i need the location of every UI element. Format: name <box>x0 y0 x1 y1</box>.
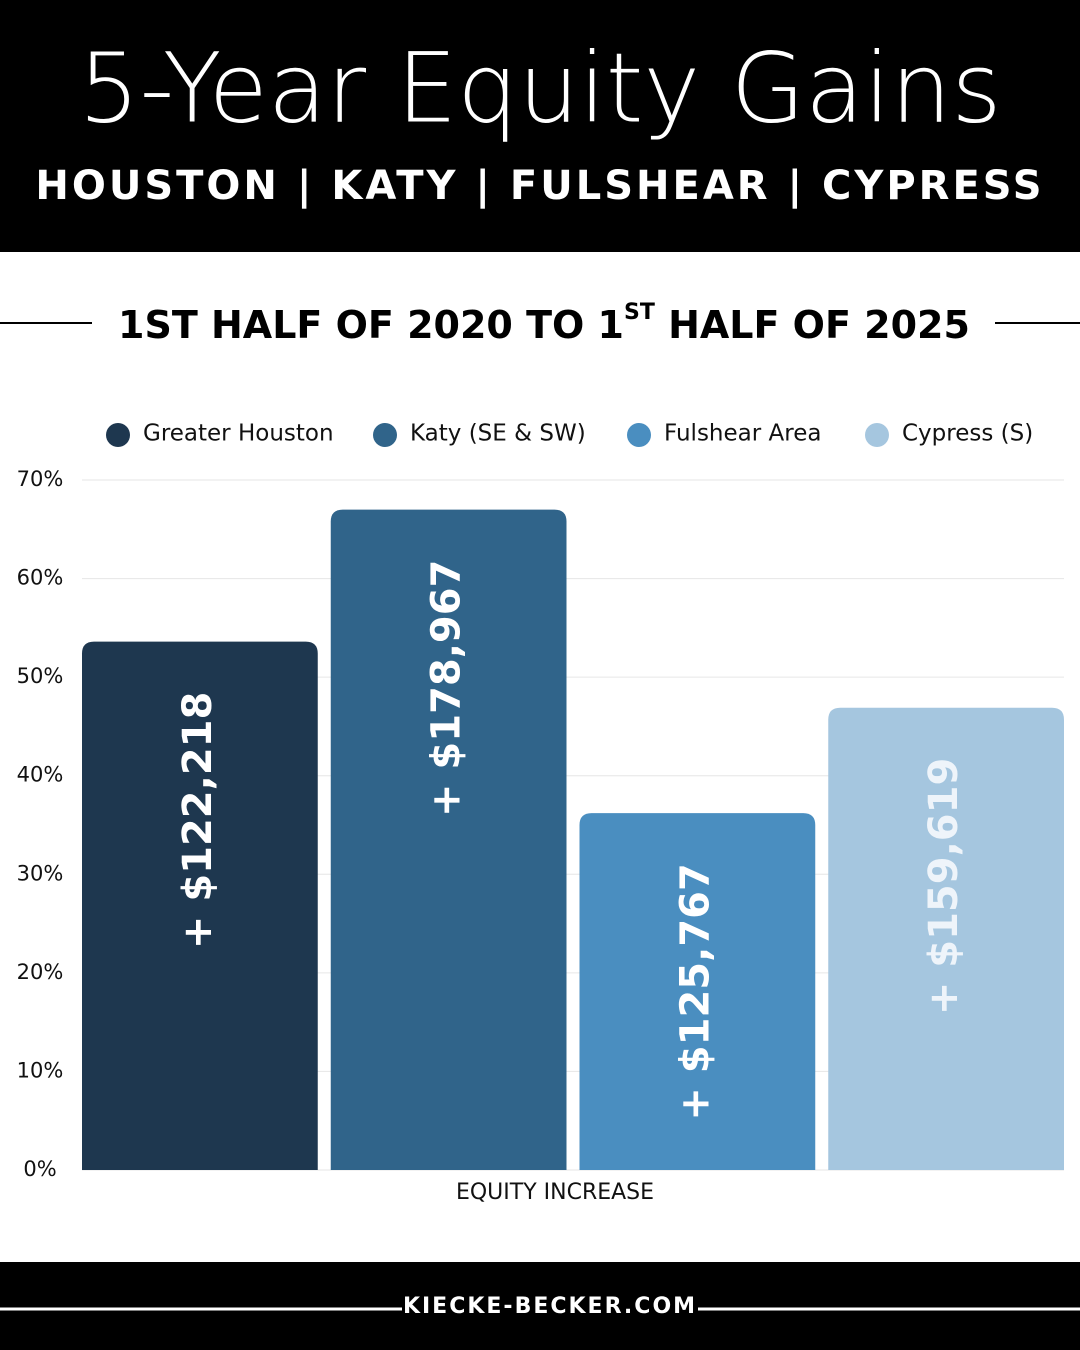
title-superscript: ST <box>624 300 655 325</box>
bar <box>579 813 816 1170</box>
x-axis-label: EQUITY INCREASE <box>456 1180 654 1205</box>
title-part: 1ST HALF OF 2020 TO 1 <box>118 303 624 347</box>
y-tick-label: 50% <box>17 664 64 688</box>
header <box>0 0 1080 252</box>
footer-text: KIECKE-BECKER.COM <box>403 1294 697 1319</box>
title-part: HALF OF 2025 <box>655 303 970 347</box>
bar-annotation: + $178,967 <box>424 560 470 817</box>
legend-swatch <box>865 423 889 447</box>
legend-swatch <box>627 423 651 447</box>
y-tick-label: 40% <box>17 763 64 787</box>
bar <box>828 707 1064 1170</box>
y-tick-label: 70% <box>17 467 64 491</box>
y-tick-label: 0% <box>23 1157 56 1181</box>
header-subtitle: HOUSTON | KATY | FULSHEAR | CYPRESS <box>35 163 1044 210</box>
chart-title: 1ST HALF OF 2020 TO 1ST HALF OF 2025 <box>118 300 970 347</box>
bar-annotation: + $125,767 <box>672 863 718 1120</box>
y-tick-label: 30% <box>17 861 64 885</box>
bar-annotation: + $122,218 <box>175 692 221 949</box>
legend-swatch <box>106 423 130 447</box>
bar <box>330 509 567 1171</box>
legend-swatch <box>373 423 397 447</box>
y-tick-label: 60% <box>17 566 64 590</box>
legend-label: Fulshear Area <box>664 421 821 447</box>
y-tick-label: 20% <box>17 960 64 984</box>
bar <box>82 641 318 1170</box>
header-title: 5-Year Equity Gains <box>79 32 1002 144</box>
bar-annotation: + $159,619 <box>921 758 967 1015</box>
legend-label: Katy (SE & SW) <box>410 421 586 447</box>
y-tick-label: 10% <box>17 1058 64 1082</box>
footer <box>0 1262 1080 1350</box>
legend-label: Cypress (S) <box>902 421 1033 447</box>
legend-label: Greater Houston <box>143 421 334 447</box>
